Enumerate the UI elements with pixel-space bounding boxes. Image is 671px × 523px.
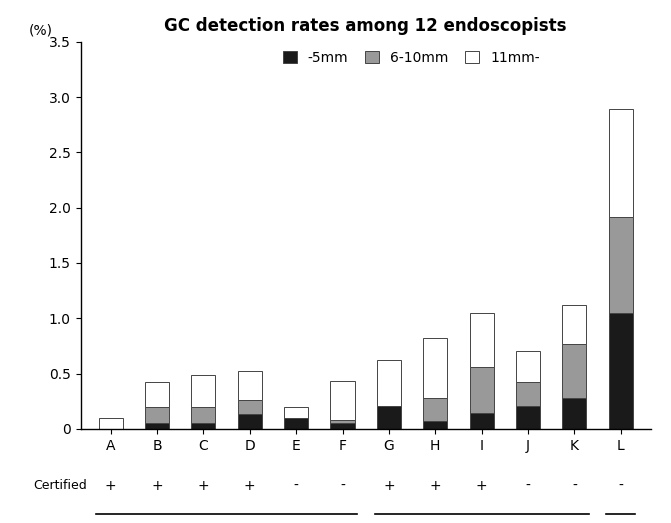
Bar — [516, 382, 540, 406]
Text: -: - — [618, 479, 623, 493]
Text: +: + — [151, 479, 163, 493]
Text: +: + — [197, 479, 209, 493]
Bar — [423, 338, 448, 398]
Bar — [609, 313, 633, 429]
Bar — [470, 413, 494, 429]
Bar — [238, 415, 262, 429]
Bar — [99, 418, 123, 429]
Bar — [609, 217, 633, 313]
Bar — [562, 344, 586, 398]
Bar — [238, 371, 262, 400]
Bar — [145, 382, 169, 407]
Text: +: + — [476, 479, 487, 493]
Bar — [562, 305, 586, 344]
Bar — [284, 418, 308, 429]
Legend: -5mm, 6-10mm, 11mm-: -5mm, 6-10mm, 11mm- — [283, 51, 539, 65]
Bar — [330, 381, 354, 420]
Bar — [516, 351, 540, 382]
Text: +: + — [383, 479, 395, 493]
Text: Certified: Certified — [34, 479, 87, 492]
Text: (%): (%) — [30, 24, 53, 38]
Title: GC detection rates among 12 endoscopists: GC detection rates among 12 endoscopists — [164, 17, 567, 35]
Bar — [145, 407, 169, 423]
Bar — [516, 406, 540, 429]
Bar — [470, 367, 494, 413]
Bar — [191, 407, 215, 423]
Bar — [330, 420, 354, 423]
Bar — [238, 400, 262, 415]
Bar — [284, 407, 308, 418]
Bar — [191, 423, 215, 429]
Bar — [609, 109, 633, 217]
Bar — [470, 313, 494, 367]
Bar — [377, 406, 401, 429]
Text: -: - — [525, 479, 531, 493]
Bar — [423, 421, 448, 429]
Text: -: - — [572, 479, 577, 493]
Text: +: + — [105, 479, 117, 493]
Bar — [191, 374, 215, 407]
Bar — [377, 360, 401, 406]
Bar — [562, 398, 586, 429]
Bar — [423, 398, 448, 421]
Bar — [145, 423, 169, 429]
Text: +: + — [244, 479, 256, 493]
Text: -: - — [294, 479, 299, 493]
Bar — [330, 423, 354, 429]
Text: +: + — [429, 479, 441, 493]
Text: -: - — [340, 479, 345, 493]
